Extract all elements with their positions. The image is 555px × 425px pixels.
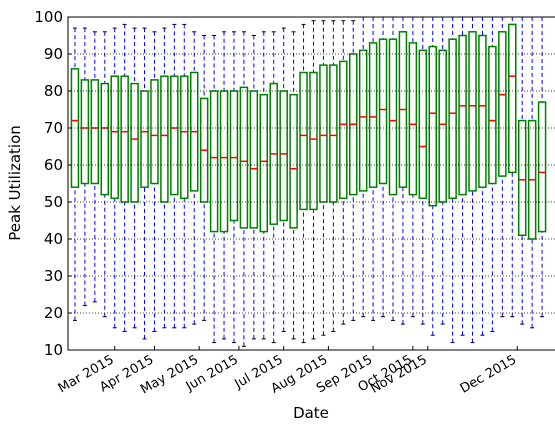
x-axis-label: Date xyxy=(293,404,329,422)
box xyxy=(468,31,477,192)
box xyxy=(329,64,338,203)
box xyxy=(170,75,179,196)
box xyxy=(160,75,169,203)
x-tick-label: Dec 2015 xyxy=(458,352,520,396)
y-tick-label: 30 xyxy=(44,267,63,285)
box xyxy=(100,82,110,196)
box xyxy=(279,90,288,222)
box xyxy=(448,38,457,200)
box xyxy=(378,38,388,185)
box xyxy=(537,101,547,233)
y-tick-label: 80 xyxy=(44,82,63,100)
box xyxy=(229,90,239,222)
y-tick-label: 40 xyxy=(44,230,63,248)
y-axis-label: Peak Utilization xyxy=(6,125,24,241)
plot-area xyxy=(70,17,547,347)
box xyxy=(339,60,348,200)
box xyxy=(80,79,90,185)
box xyxy=(358,49,368,192)
box xyxy=(150,79,159,185)
box xyxy=(418,49,428,200)
y-tick-label: 20 xyxy=(44,304,63,322)
box xyxy=(219,90,229,233)
box xyxy=(488,45,497,185)
y-tick-label: 100 xyxy=(34,8,63,26)
box xyxy=(309,71,318,211)
box xyxy=(408,42,418,196)
box xyxy=(259,93,269,233)
box xyxy=(458,34,467,196)
box xyxy=(130,82,139,203)
y-tick-label: 60 xyxy=(44,156,63,174)
box xyxy=(140,90,149,188)
y-tick-label: 50 xyxy=(44,193,63,211)
y-tick-label: 10 xyxy=(44,341,63,359)
box xyxy=(120,75,129,203)
box xyxy=(388,38,398,196)
box xyxy=(239,86,249,229)
box xyxy=(428,45,438,207)
box xyxy=(299,71,308,211)
box xyxy=(319,64,328,203)
box xyxy=(368,42,378,188)
y-tick-label: 90 xyxy=(44,45,63,63)
box xyxy=(209,90,219,233)
box xyxy=(249,90,259,229)
box xyxy=(517,119,527,237)
box xyxy=(90,79,100,185)
box xyxy=(438,49,447,203)
box xyxy=(289,93,298,229)
box xyxy=(498,31,507,177)
box xyxy=(110,75,119,200)
y-tick-label: 70 xyxy=(44,119,63,137)
box xyxy=(180,75,189,200)
box xyxy=(508,23,517,174)
box xyxy=(478,34,487,188)
axis-frame xyxy=(67,16,555,351)
